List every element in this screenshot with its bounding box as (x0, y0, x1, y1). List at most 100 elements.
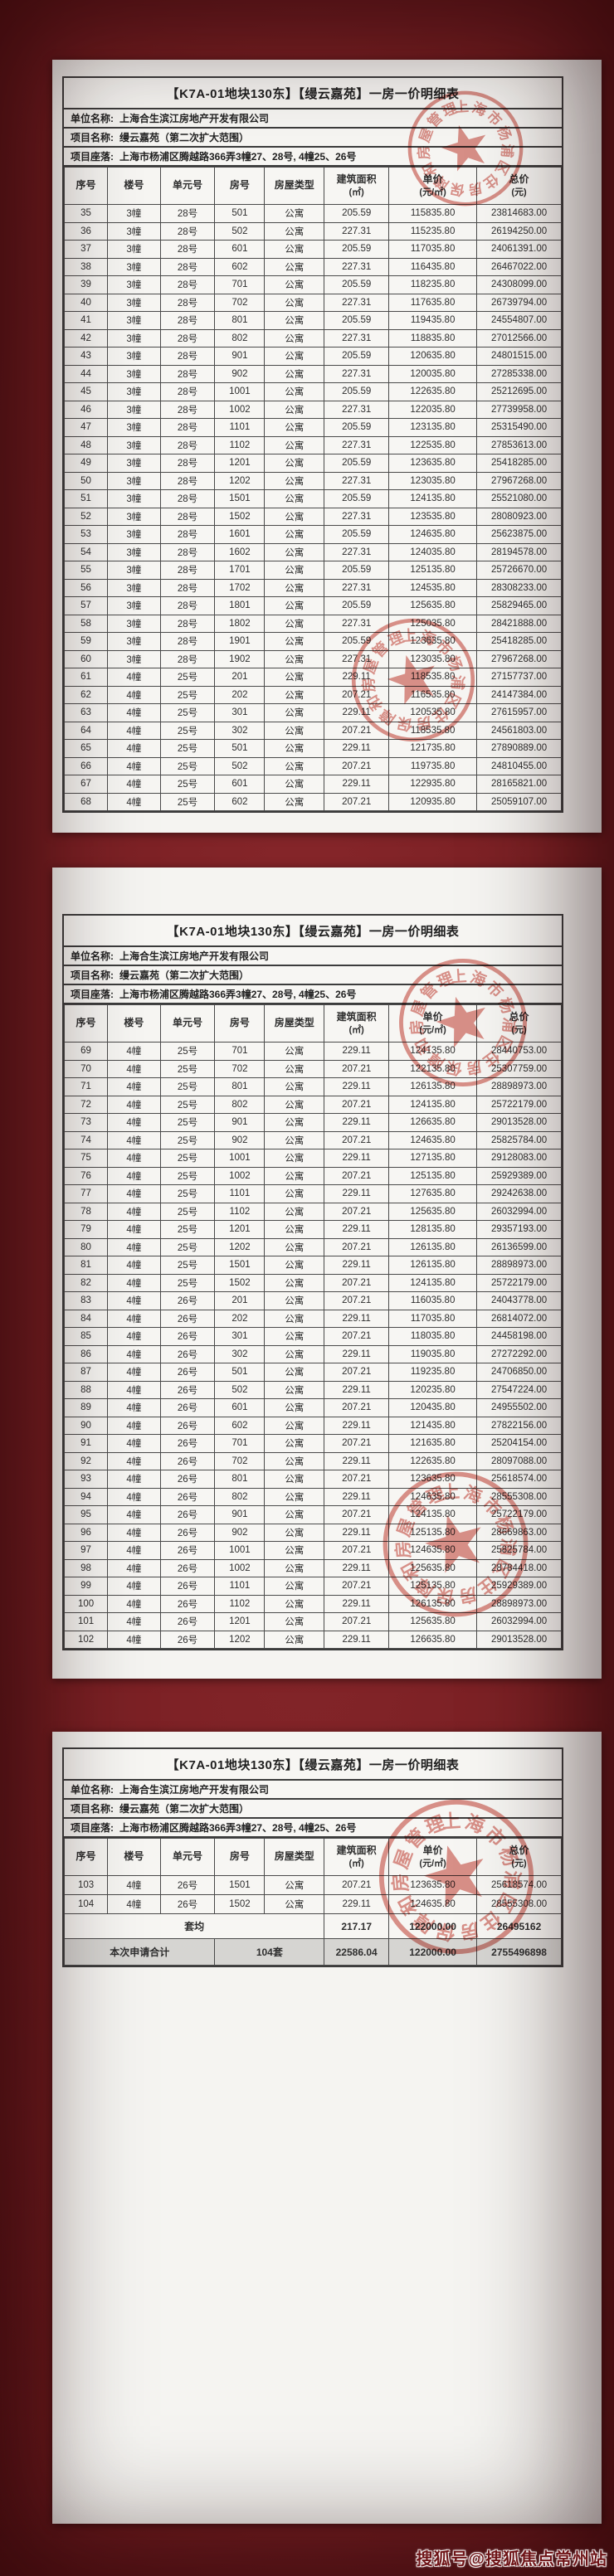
table-row: 74 4幢 25号 902 公寓 207.21 124635.80 25825784.00 (63, 1130, 562, 1149)
table-row: 43 3幢 28号 901 公寓 205.59 120635.80 24801515.00 (63, 347, 562, 366)
info-label: 单位名称: (71, 1784, 114, 1796)
info-value: 缦云嘉苑（第二次扩大范围） (119, 970, 250, 981)
info-row-address: 项目座落: 上海市杨浦区腾越路366弄3幢27、28号, 4幢25、26号 (64, 1819, 562, 1838)
table-row: 90 4幢 26号 602 公寓 229.11 121435.80 27822156.00 (63, 1416, 562, 1435)
page-title: 【K7A-01地块130东】【缦云嘉苑】一房一价明细表 (64, 916, 562, 947)
column-header: 单价 (元/㎡) (388, 167, 478, 205)
table-row: 53 3幢 28号 1601 公寓 205.59 124635.80 25623875.00 (63, 525, 562, 544)
table-row: 71 4幢 25号 801 公寓 229.11 126135.80 28898973.00 (63, 1077, 562, 1096)
column-header: 单元号 (159, 167, 216, 205)
price-table: 序号 楼号 单元号 房号 房屋类型 建筑面积 (㎡) 单价 (元/㎡) 总价 (元) 103 4幢 26… (63, 1838, 562, 1966)
table-row: 35 3幢 28号 501 公寓 205.59 115835.80 23814683.00 (63, 204, 562, 223)
table-row: 37 3幢 28号 601 公寓 205.59 117035.80 24061391.00 (63, 240, 562, 259)
table-row: 56 3幢 28号 1702 公寓 227.31 124535.80 28308233.00 (63, 578, 562, 597)
info-label: 单位名称: (71, 113, 114, 124)
table-row: 83 4幢 26号 201 公寓 207.21 116035.80 24043778.00 (63, 1291, 562, 1310)
info-value: 缦云嘉苑（第二次扩大范围） (119, 1803, 250, 1815)
table-row: 75 4幢 25号 1001 公寓 229.11 127135.80 29128083.00 (63, 1149, 562, 1168)
info-row-project: 项目名称: 缦云嘉苑（第二次扩大范围） (64, 1800, 562, 1819)
info-label: 项目名称: (71, 970, 114, 981)
table-row: 65 4幢 25号 501 公寓 229.11 121735.80 27890889.00 (63, 739, 562, 758)
table-row: 40 3幢 28号 702 公寓 227.31 117635.80 26739794.00 (63, 293, 562, 312)
table-row: 102 4幢 26号 1202 公寓 229.11 126635.80 29013528.00 (63, 1630, 562, 1649)
table-row: 59 3幢 28号 1901 公寓 205.59 123635.80 25418285.00 (63, 632, 562, 651)
table-row: 76 4幢 25号 1002 公寓 207.21 125135.80 25929389.00 (63, 1166, 562, 1185)
table-row: 104 4幢 26号 1502 公寓 229.11 124635.80 28555308.00 (63, 1894, 562, 1914)
info-value: 上海合生滨江房地产开发有限公司 (119, 1784, 270, 1796)
table-row: 45 3幢 28号 1001 公寓 205.59 122635.80 25212695.00 (63, 382, 562, 401)
table-row: 77 4幢 25号 1101 公寓 229.11 127635.80 29242638.00 (63, 1184, 562, 1203)
table-row: 47 3幢 28号 1101 公寓 205.59 123135.80 25315490.00 (63, 418, 562, 437)
table-row: 86 4幢 26号 302 公寓 229.11 119035.80 27272292.00 (63, 1344, 562, 1363)
document-frame: 【K7A-01地块130东】【缦云嘉苑】一房一价明细表 单位名称: 上海合生滨江… (62, 1747, 563, 1967)
table-row: 99 4幢 26号 1101 公寓 207.21 125135.80 25929389.00 (63, 1577, 562, 1596)
page-title: 【K7A-01地块130东】【缦云嘉苑】一房一价明细表 (64, 1749, 562, 1781)
table-row: 69 4幢 25号 701 公寓 229.11 124135.80 28440753.00 (63, 1042, 562, 1061)
column-header: 单元号 (159, 1004, 216, 1043)
column-header: 建筑面积 (㎡) (324, 1004, 390, 1043)
grand-total-row: 本次申请合计 104套 22586.04 122000.00 2755496898 (63, 1938, 562, 1966)
info-value: 上海合生滨江房地产开发有限公司 (119, 950, 270, 962)
column-header: 楼号 (107, 1004, 161, 1043)
column-header: 楼号 (107, 167, 161, 205)
table-row: 100 4幢 26号 1102 公寓 229.11 126135.80 28898973.00 (63, 1594, 562, 1613)
column-header: 序号 (63, 1838, 109, 1876)
table-row: 55 3幢 28号 1701 公寓 205.59 125135.80 25726670.00 (63, 561, 562, 580)
table-row: 70 4幢 25号 702 公寓 207.21 122135.80 25307759.00 (63, 1059, 562, 1078)
column-header: 房号 (214, 1838, 266, 1876)
table-row: 89 4幢 26号 601 公寓 207.21 120435.80 24955502.00 (63, 1398, 562, 1417)
table-row: 42 3幢 28号 802 公寓 227.31 118835.80 27012566.00 (63, 328, 562, 348)
table-row: 91 4幢 26号 701 公寓 207.21 121635.80 25204154.00 (63, 1434, 562, 1453)
table-row: 81 4幢 25号 1501 公寓 229.11 126135.80 28898973.00 (63, 1256, 562, 1275)
info-label: 项目座落: (71, 1822, 114, 1834)
column-header: 房屋类型 (264, 1004, 325, 1043)
table-row: 39 3幢 28号 701 公寓 205.59 118235.80 24308099.00 (63, 275, 562, 294)
table-row: 68 4幢 25号 602 公寓 207.21 120935.80 25059107.00 (63, 792, 562, 811)
table-row: 78 4幢 25号 1102 公寓 207.21 125635.80 26032994.00 (63, 1202, 562, 1221)
column-header: 序号 (63, 167, 109, 205)
column-header: 总价 (元) (476, 1838, 562, 1876)
info-value: 上海合生滨江房地产开发有限公司 (119, 113, 270, 124)
column-header: 房屋类型 (264, 1838, 325, 1876)
page-title: 【K7A-01地块130东】【缦云嘉苑】一房一价明细表 (64, 78, 562, 109)
table-header-row: 序号 楼号 单元号 房号 房屋类型 建筑面积 (㎡) 单价 (元/㎡) 总价 (元) (63, 167, 562, 205)
table-row: 97 4幢 26号 1001 公寓 207.21 124635.80 25825784.00 (63, 1541, 562, 1560)
table-row: 61 4幢 25号 201 公寓 229.11 118535.80 27157737.00 (63, 668, 562, 687)
table-row: 79 4幢 25号 1201 公寓 229.11 128135.80 29357193.00 (63, 1220, 562, 1239)
table-row: 49 3幢 28号 1201 公寓 205.59 123635.80 25418285.00 (63, 454, 562, 473)
table-row: 60 3幢 28号 1902 公寓 227.31 123035.80 27967268.00 (63, 649, 562, 668)
info-row-company: 单位名称: 上海合生滨江房地产开发有限公司 (64, 1781, 562, 1800)
table-row: 48 3幢 28号 1102 公寓 227.31 122535.80 27853613.00 (63, 435, 562, 454)
info-value: 上海市杨浦区腾越路366弄3幢27、28号, 4幢25、26号 (119, 151, 357, 163)
table-row: 44 3幢 28号 902 公寓 227.31 120035.80 27285338.00 (63, 364, 562, 383)
table-row: 93 4幢 26号 801 公寓 207.21 123635.80 25618574.00 (63, 1470, 562, 1489)
table-row: 51 3幢 28号 1501 公寓 205.59 124135.80 25521080.00 (63, 489, 562, 508)
table-row: 101 4幢 26号 1201 公寓 207.21 125635.80 26032994.00 (63, 1612, 562, 1631)
document-frame: 【K7A-01地块130东】【缦云嘉苑】一房一价明细表 单位名称: 上海合生滨江… (62, 914, 563, 1650)
column-header: 建筑面积 (㎡) (324, 1838, 390, 1876)
table-row: 64 4幢 25号 302 公寓 207.21 118535.80 24561803.00 (63, 721, 562, 740)
column-header: 单价 (元/㎡) (388, 1838, 478, 1876)
table-header-row: 序号 楼号 单元号 房号 房屋类型 建筑面积 (㎡) 单价 (元/㎡) 总价 (元) (63, 1004, 562, 1043)
table-row: 66 4幢 25号 502 公寓 207.21 119735.80 24810455.00 (63, 756, 562, 775)
table-row: 87 4幢 26号 501 公寓 207.21 119235.80 24706850.00 (63, 1363, 562, 1382)
column-header: 序号 (63, 1004, 109, 1043)
table-row: 94 4幢 26号 802 公寓 229.11 124635.80 28555308.00 (63, 1487, 562, 1506)
table-row: 50 3幢 28号 1202 公寓 227.31 123035.80 27967268.00 (63, 471, 562, 490)
document-page-3: 【K7A-01地块130东】【缦云嘉苑】一房一价明细表 单位名称: 上海合生滨江… (52, 1732, 602, 2524)
table-row: 54 3幢 28号 1602 公寓 227.31 124035.80 28194578.00 (63, 542, 562, 561)
column-header: 单元号 (159, 1838, 216, 1876)
document-frame: 【K7A-01地块130东】【缦云嘉苑】一房一价明细表 单位名称: 上海合生滨江… (62, 76, 563, 813)
column-header: 楼号 (107, 1838, 161, 1876)
table-row: 96 4幢 26号 902 公寓 229.11 125135.80 28669863.00 (63, 1523, 562, 1542)
info-value: 上海市杨浦区腾越路366弄3幢27、28号, 4幢25、26号 (119, 989, 357, 1000)
table-row: 103 4幢 26号 1501 公寓 207.21 123635.80 25618574.00 (63, 1875, 562, 1895)
document-page-1: 【K7A-01地块130东】【缦云嘉苑】一房一价明细表 单位名称: 上海合生滨江… (52, 60, 602, 833)
table-row: 88 4幢 26号 502 公寓 229.11 120235.80 27547224.00 (63, 1380, 562, 1399)
info-value: 缦云嘉苑（第二次扩大范围） (119, 132, 250, 143)
table-row: 80 4幢 25号 1202 公寓 207.21 126135.80 26136599.00 (63, 1237, 562, 1256)
document-page-2: 【K7A-01地块130东】【缦云嘉苑】一房一价明细表 单位名称: 上海合生滨江… (52, 868, 602, 1679)
info-row-company: 单位名称: 上海合生滨江房地产开发有限公司 (64, 947, 562, 966)
table-row: 73 4幢 25号 901 公寓 229.11 126635.80 29013528.00 (63, 1113, 562, 1132)
